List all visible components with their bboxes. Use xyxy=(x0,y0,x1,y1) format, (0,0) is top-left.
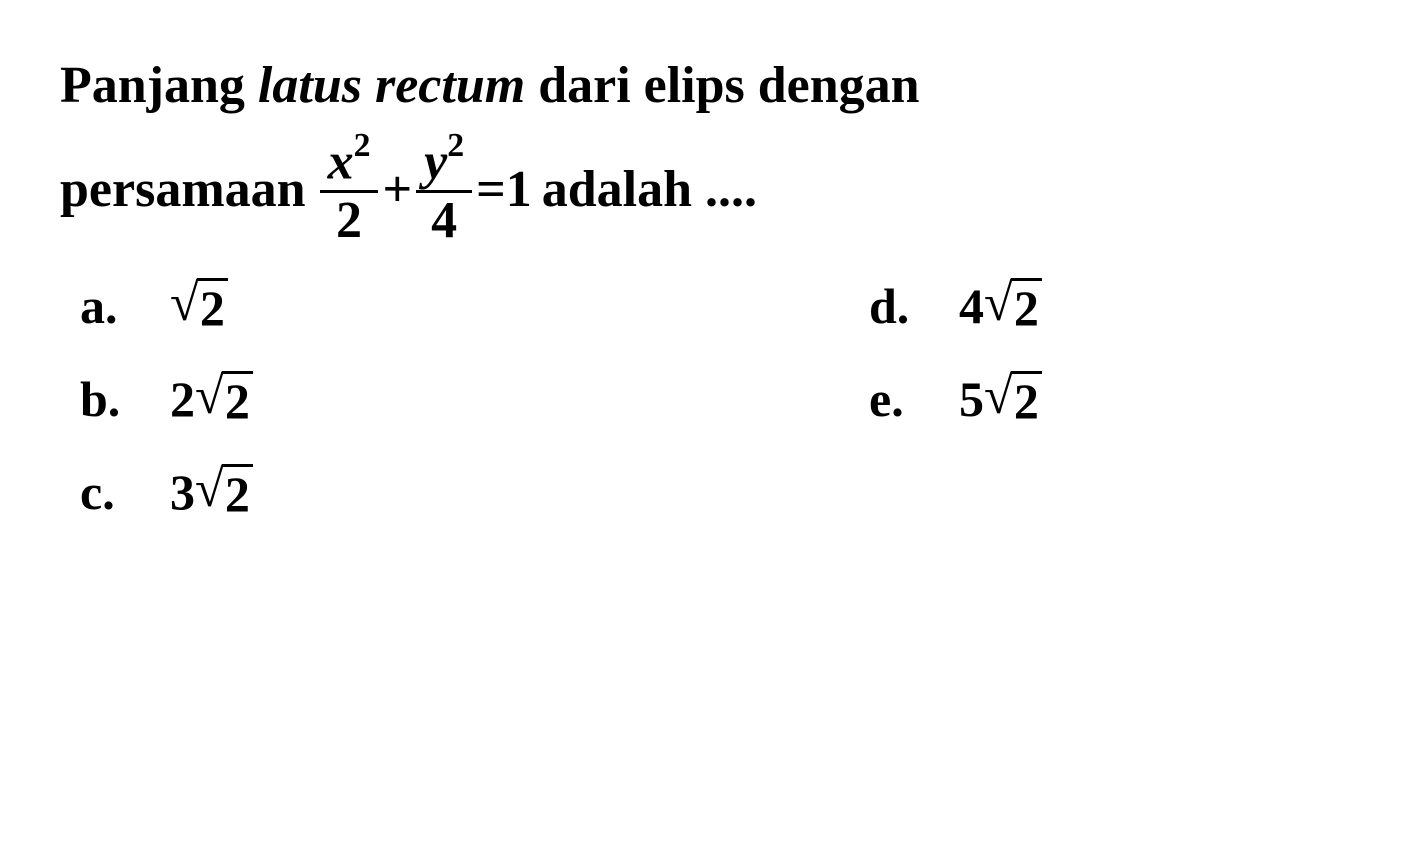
option-a-value: √ 2 xyxy=(150,277,228,335)
question-text-italic: latus rectum xyxy=(258,57,525,114)
question-line-1: Panjang latus rectum dari elips dengan xyxy=(60,50,1358,123)
var-y: y xyxy=(424,133,447,190)
option-d-radicand: 2 xyxy=(1011,278,1042,336)
fraction-1-numerator: x2 xyxy=(320,133,379,193)
option-b-value: 2 √ 2 xyxy=(150,370,253,428)
fraction-2-numerator: y2 xyxy=(416,133,472,193)
option-b-radicand: 2 xyxy=(222,371,253,429)
option-e-label: e. xyxy=(869,370,939,428)
fraction-1: x2 2 xyxy=(320,133,379,247)
option-a-sqrt: √ 2 xyxy=(170,277,228,335)
fraction-1-denominator: 2 xyxy=(336,193,362,247)
options-grid: a. √ 2 d. 4 √ 2 b. 2 √ 2 e. xyxy=(60,277,1358,521)
sqrt-sign: √ xyxy=(170,277,199,330)
option-c-label: c. xyxy=(80,463,150,521)
option-c: c. 3 √ 2 xyxy=(80,463,569,521)
sqrt-sign: √ xyxy=(984,277,1013,330)
exp-x: 2 xyxy=(354,127,371,164)
option-c-coef: 3 xyxy=(170,463,195,521)
plus-sign: + xyxy=(382,154,412,227)
var-x: x xyxy=(328,133,354,190)
question-text-part1: Panjang xyxy=(60,57,258,114)
option-e-radicand: 2 xyxy=(1011,371,1042,429)
option-d-value: 4 √ 2 xyxy=(939,277,1042,335)
option-e-coef: 5 xyxy=(959,370,984,428)
question-text-part2: dari elips dengan xyxy=(525,57,919,114)
option-b: b. 2 √ 2 xyxy=(80,370,569,428)
exp-y: 2 xyxy=(447,127,464,164)
option-a-radicand: 2 xyxy=(197,278,228,336)
equation-rhs: 1 xyxy=(506,154,532,227)
option-d-coef: 4 xyxy=(959,277,984,335)
sqrt-sign: √ xyxy=(195,370,224,423)
sqrt-sign: √ xyxy=(984,370,1013,423)
option-a-label: a. xyxy=(80,277,150,335)
option-b-coef: 2 xyxy=(170,370,195,428)
option-e-sqrt: √ 2 xyxy=(984,370,1042,428)
option-e-value: 5 √ 2 xyxy=(939,370,1042,428)
option-d-label: d. xyxy=(869,277,939,335)
question-text-adalah: adalah .... xyxy=(542,154,757,227)
option-a: a. √ 2 xyxy=(80,277,569,335)
fraction-2: y2 4 xyxy=(416,133,472,247)
option-c-radicand: 2 xyxy=(222,464,253,522)
option-e: e. 5 √ 2 xyxy=(869,370,1358,428)
option-b-sqrt: √ 2 xyxy=(195,370,253,428)
option-d-sqrt: √ 2 xyxy=(984,277,1042,335)
question-line-2: persamaan x2 2 + y2 4 = 1 adalah .... xyxy=(60,133,1358,247)
equals-sign: = xyxy=(476,154,506,227)
option-c-value: 3 √ 2 xyxy=(150,463,253,521)
fraction-2-denominator: 4 xyxy=(431,193,457,247)
option-b-label: b. xyxy=(80,370,150,428)
ellipse-equation: x2 2 + y2 4 = 1 xyxy=(316,133,532,247)
question-text-persamaan: persamaan xyxy=(60,154,306,227)
sqrt-sign: √ xyxy=(195,463,224,516)
option-c-sqrt: √ 2 xyxy=(195,463,253,521)
option-d: d. 4 √ 2 xyxy=(869,277,1358,335)
